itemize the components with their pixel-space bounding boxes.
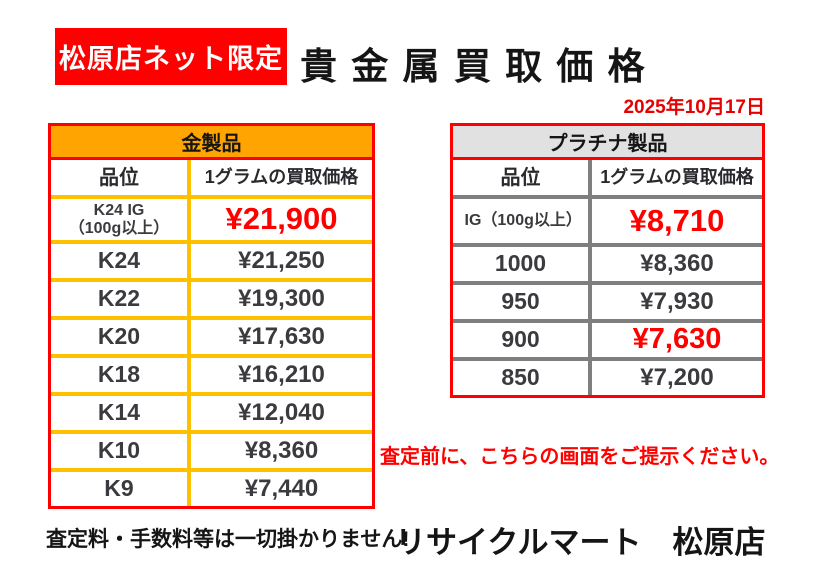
gold-grade-cell: K9 <box>51 472 187 506</box>
gold-price-table: 金製品 品位 1グラムの買取価格 K24 IG （100g以上） ¥21,900… <box>48 123 375 509</box>
gold-grade-cell: K10 <box>51 434 187 468</box>
gold-price-cell: ¥12,040 <box>191 396 372 430</box>
gold-price-cell: ¥16,210 <box>191 358 372 392</box>
gold-grade-cell: K18 <box>51 358 187 392</box>
platinum-grade-label: IG（100g以上） <box>464 212 582 230</box>
platinum-price-table: プラチナ製品 品位 1グラムの買取価格 IG（100g以上） ¥8,710 10… <box>450 123 765 398</box>
platinum-grade-cell: 950 <box>453 285 588 319</box>
gold-price-cell: ¥17,630 <box>191 320 372 354</box>
presentation-notice: 査定前に、こちらの画面をご提示ください。 <box>380 446 780 468</box>
platinum-price-cell: ¥7,200 <box>592 361 762 395</box>
gold-grade-cell: K24 <box>51 244 187 278</box>
gold-table-title: 金製品 <box>51 126 372 160</box>
platinum-price-cell: ¥8,360 <box>592 247 762 281</box>
gold-grade-cell: K24 IG （100g以上） <box>51 199 187 240</box>
platinum-col-header-grade: 品位 <box>453 160 588 195</box>
gold-price-cell: ¥21,250 <box>191 244 372 278</box>
gold-table-grid: 品位 1グラムの買取価格 K24 IG （100g以上） ¥21,900 K24… <box>51 160 372 506</box>
gold-grade-cell: K14 <box>51 396 187 430</box>
gold-grade-sublabel: （100g以上） <box>68 219 170 237</box>
platinum-col-header-price: 1グラムの買取価格 <box>592 160 762 195</box>
gold-col-header-grade: 品位 <box>51 160 187 195</box>
gold-price-cell: ¥7,440 <box>191 472 372 506</box>
platinum-grade-cell: 900 <box>453 323 588 357</box>
platinum-price-cell-highlight: ¥7,630 <box>592 323 762 357</box>
gold-col-header-price: 1グラムの買取価格 <box>191 160 372 195</box>
price-date: 2025年10月17日 <box>623 97 765 118</box>
platinum-price-cell-highlight: ¥8,710 <box>592 199 762 243</box>
gold-grade-label: K24 IG <box>93 201 145 219</box>
gold-grade-cell: K22 <box>51 282 187 316</box>
gold-price-cell: ¥8,360 <box>191 434 372 468</box>
store-limited-badge: 松原店ネット限定 <box>55 28 287 85</box>
gold-grade-cell: K20 <box>51 320 187 354</box>
platinum-table-title: プラチナ製品 <box>453 126 762 160</box>
store-name: リサイクルマート 松原店 <box>395 525 766 560</box>
platinum-grade-cell: IG（100g以上） <box>453 199 588 243</box>
page-title: 貴 金 属 買 取 価 格 <box>300 46 647 87</box>
gold-price-cell-highlight: ¥21,900 <box>191 199 372 240</box>
platinum-grade-cell: 1000 <box>453 247 588 281</box>
platinum-grade-cell: 850 <box>453 361 588 395</box>
no-fee-notice: 査定料・手数料等は一切掛かりません! <box>46 528 410 551</box>
platinum-table-grid: 品位 1グラムの買取価格 IG（100g以上） ¥8,710 1000 ¥8,3… <box>453 160 762 395</box>
platinum-price-cell: ¥7,930 <box>592 285 762 319</box>
gold-price-cell: ¥19,300 <box>191 282 372 316</box>
